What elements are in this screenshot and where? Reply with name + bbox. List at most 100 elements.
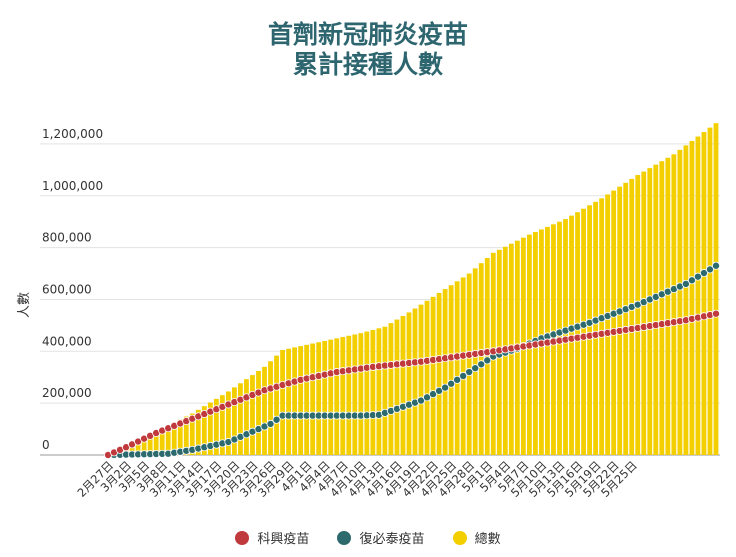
total-bar [238, 383, 243, 455]
biontech-point [447, 379, 456, 388]
total-bar [244, 379, 249, 455]
total-bar [358, 333, 364, 455]
biontech-point [272, 415, 281, 424]
chart-title: 首劑新冠肺炎疫苗 累計接種人數 [0, 20, 736, 80]
total-bar [677, 149, 683, 455]
y-tick-label: 0 [42, 438, 50, 452]
legend-label-biontech: 復必泰疫苗 [359, 532, 425, 547]
total-bar [406, 312, 412, 455]
total-bar [370, 329, 376, 455]
biontech-point [693, 272, 702, 281]
total-bar [286, 348, 292, 455]
total-bar [478, 263, 484, 455]
biontech-point [712, 261, 721, 270]
total-bar [177, 419, 183, 455]
total-bar [322, 340, 328, 455]
total-bar [641, 171, 647, 456]
total-bar [436, 292, 442, 455]
total-bar [689, 140, 695, 455]
total-bar [647, 168, 653, 455]
total-bar [147, 435, 153, 455]
legend-dot-total [452, 530, 467, 545]
total-bar [334, 338, 340, 455]
total-bar [292, 347, 298, 455]
chart-title-line-2: 累計接種人數 [292, 50, 443, 79]
total-bar [310, 343, 316, 455]
total-bar [364, 331, 370, 455]
total-bar [171, 422, 177, 455]
total-bar [713, 123, 719, 455]
y-tick-label: 1,000,000 [42, 179, 103, 193]
total-bar [232, 387, 237, 455]
biontech-point [483, 356, 492, 365]
chart-title-line-1: 首劑新冠肺炎疫苗 [267, 20, 468, 49]
total-bar [225, 391, 231, 455]
vaccination-chart: 0 200,000 400,000 600,000 800,000 1,000,000 1,… [17, 123, 721, 500]
y-tick-label: 400,000 [42, 334, 92, 348]
total-bar [400, 315, 406, 455]
total-bar [617, 186, 623, 455]
total-bar [219, 395, 225, 455]
total-bar [424, 300, 430, 455]
total-bar [268, 361, 273, 455]
biontech-point [453, 375, 462, 384]
biontech-point [705, 265, 714, 274]
biontech-point [465, 368, 474, 377]
legend-label-sinovac: 科興疫苗 [257, 532, 310, 547]
total-bar [412, 308, 418, 455]
total-bar [460, 277, 466, 455]
total-bar [466, 273, 472, 455]
biontech-point [423, 393, 432, 402]
total-bar [135, 443, 141, 455]
total-bar [340, 337, 346, 455]
biontech-point [429, 390, 438, 399]
total-bar [394, 319, 400, 455]
total-bar [141, 439, 147, 455]
total-bar [388, 323, 394, 455]
total-bar [165, 425, 171, 455]
total-bar [653, 164, 659, 455]
total-bar [382, 326, 388, 455]
total-bar [701, 132, 707, 456]
legend-item-total: 總數 [452, 528, 501, 547]
total-bar [623, 182, 629, 456]
total-bar [587, 205, 592, 455]
total-bar [695, 136, 701, 455]
legend-item-sinovac: 科興疫苗 [235, 528, 309, 547]
total-bar [605, 194, 611, 455]
total-bar [629, 178, 635, 455]
total-bar [665, 157, 671, 455]
biontech-point [699, 269, 708, 278]
total-bar [659, 161, 665, 455]
total-bar [159, 428, 165, 455]
total-bar [304, 344, 310, 455]
total-bar [376, 328, 382, 455]
sinovac-point [712, 309, 721, 318]
total-bar [430, 296, 436, 455]
total-bar [189, 413, 195, 455]
y-tick-label: 200,000 [42, 386, 92, 400]
total-bar [316, 342, 322, 455]
biontech-point [435, 386, 444, 395]
total-bar [256, 370, 261, 455]
y-tick-label: 800,000 [42, 231, 92, 245]
total-bar [683, 145, 689, 455]
biontech-point [681, 279, 690, 288]
biontech-point [471, 364, 480, 373]
total-bar [418, 304, 424, 455]
total-bar [448, 285, 454, 455]
total-bar [298, 346, 304, 455]
total-bar [581, 208, 586, 455]
total-bar [207, 402, 213, 455]
legend-dot-sinovac [235, 530, 250, 545]
y-tick-label: 600,000 [42, 282, 92, 296]
total-bar [671, 154, 677, 456]
legend-label-total: 總數 [474, 532, 501, 547]
total-bar [328, 339, 334, 455]
total-bar [454, 281, 460, 455]
biontech-point [266, 419, 275, 428]
total-bar [635, 175, 641, 455]
legend-dot-biontech [337, 530, 352, 545]
total-bar [183, 416, 189, 455]
total-bar [153, 431, 159, 455]
